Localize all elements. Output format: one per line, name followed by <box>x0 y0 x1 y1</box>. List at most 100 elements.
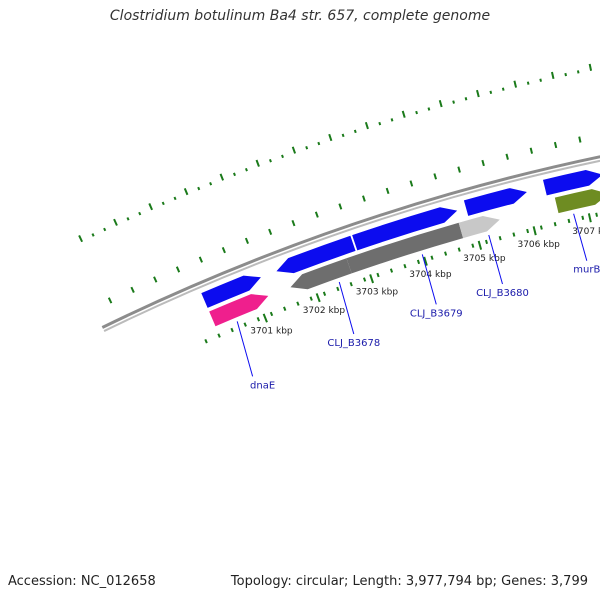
gc-content-tick <box>338 203 343 210</box>
gc-skew-tick <box>588 63 593 71</box>
minor-tick <box>376 272 380 278</box>
minor-tick <box>336 286 340 292</box>
minor-tick <box>581 215 585 220</box>
gene-label: CLJ_B3678 <box>327 338 380 349</box>
gc-skew-tick <box>233 172 236 177</box>
tick-label: 3701 kbp <box>250 326 293 336</box>
gc-content-tick <box>175 266 181 273</box>
gc-content-tick <box>244 237 249 245</box>
gc-skew-tick <box>476 89 480 98</box>
minor-tick <box>430 255 434 260</box>
gc-skew-tick <box>501 87 505 91</box>
gc-content-tick <box>505 153 509 160</box>
gc-skew-track <box>78 63 593 304</box>
gc-skew-tick <box>341 133 345 138</box>
gc-skew-tick <box>91 233 95 237</box>
gc-skew-tick <box>291 146 297 154</box>
gc-skew-tick <box>513 80 518 88</box>
minor-tick <box>553 222 557 227</box>
reverse-gene <box>554 189 600 214</box>
gc-skew-tick <box>317 141 321 146</box>
major-tick <box>262 313 268 323</box>
gc-skew-tick <box>255 159 260 167</box>
gc-skew-tick <box>427 107 431 111</box>
minor-tick <box>457 247 461 252</box>
gc-skew-tick <box>364 121 369 130</box>
gc-content-tick <box>268 228 273 236</box>
gc-content-tick <box>362 195 366 202</box>
gc-skew-tick <box>415 110 418 115</box>
backbone-track <box>101 155 600 332</box>
minor-tick <box>296 301 300 306</box>
gc-skew-tick <box>183 187 189 196</box>
gc-skew-tick <box>209 181 213 186</box>
gc-skew-tick <box>113 218 118 226</box>
gc-skew-tick <box>78 234 84 243</box>
leader-line <box>573 213 588 261</box>
forward-gene-track <box>201 170 600 308</box>
minor-tick <box>362 277 367 282</box>
gc-content-tick <box>578 136 582 143</box>
minor-tick <box>349 281 353 287</box>
gc-content-tick <box>553 141 558 149</box>
gc-skew-tick <box>464 97 468 101</box>
gc-content-tick <box>481 159 485 167</box>
gc-skew-tick <box>138 211 142 216</box>
gc-content-tick <box>107 297 113 304</box>
gc-skew-tick <box>378 121 382 126</box>
minor-tick <box>444 251 448 256</box>
gc-content-tick <box>153 276 158 283</box>
label-leader-lines: dnaECLJ_B3678CLJ_B3679CLJ_B3680murBCLJ_B… <box>236 213 600 391</box>
gc-content-tick <box>130 286 135 293</box>
minor-tick <box>230 327 234 333</box>
minor-tick <box>512 232 516 237</box>
gc-skew-tick <box>489 90 493 94</box>
gc-skew-tick <box>564 72 567 77</box>
reverse-gene <box>346 222 464 274</box>
gc-skew-tick <box>401 110 406 118</box>
minor-tick <box>389 268 394 273</box>
leader-line <box>488 234 503 285</box>
minor-tick <box>322 291 327 296</box>
minor-tick <box>204 338 208 344</box>
map-title: Clostridium botulinum Ba4 str. 657, comp… <box>109 8 491 24</box>
gc-skew-tick <box>452 100 455 104</box>
tick-label: 3705 kbp <box>463 254 506 264</box>
gene-label: CLJ_B3679 <box>410 308 463 319</box>
gc-skew-tick <box>576 70 580 74</box>
gc-skew-tick <box>438 99 443 108</box>
genome-stats-text: Topology: circular; Length: 3,977,794 bp… <box>230 574 588 589</box>
gene-label: murB <box>573 265 600 276</box>
gc-skew-tick <box>244 167 248 172</box>
minor-tick <box>595 212 599 217</box>
minor-tick <box>243 322 247 327</box>
major-tick <box>477 240 483 250</box>
gc-skew-tick <box>526 81 530 85</box>
gc-content-tick <box>409 180 414 187</box>
major-tick <box>315 293 321 303</box>
forward-gene <box>542 170 600 196</box>
position-tick-track: 3701 kbp 3702 kbp 3703 kbp 3704 kbp 3705 kbp… <box>204 212 600 344</box>
gc-skew-tick <box>390 118 394 122</box>
minor-tick <box>539 225 543 230</box>
major-tick <box>532 226 537 236</box>
gc-skew-tick <box>281 154 284 159</box>
gc-skew-tick <box>161 201 165 206</box>
accession-text: Accession: NC_012658 <box>8 574 156 589</box>
gc-skew-tick <box>539 78 542 82</box>
backbone-outer-line <box>101 155 600 329</box>
gc-content-tick <box>529 147 534 154</box>
major-tick <box>369 274 375 284</box>
minor-tick <box>256 316 261 322</box>
leader-line <box>236 321 254 377</box>
gc-skew-tick <box>219 173 225 181</box>
gc-skew-tick <box>353 129 357 134</box>
leader-line <box>421 254 437 305</box>
minor-tick <box>471 243 475 248</box>
minor-tick <box>485 239 488 245</box>
gc-skew-tick <box>148 203 153 211</box>
backbone-inner-line <box>103 159 600 332</box>
forward-gene <box>201 275 261 308</box>
minor-tick <box>269 311 274 317</box>
